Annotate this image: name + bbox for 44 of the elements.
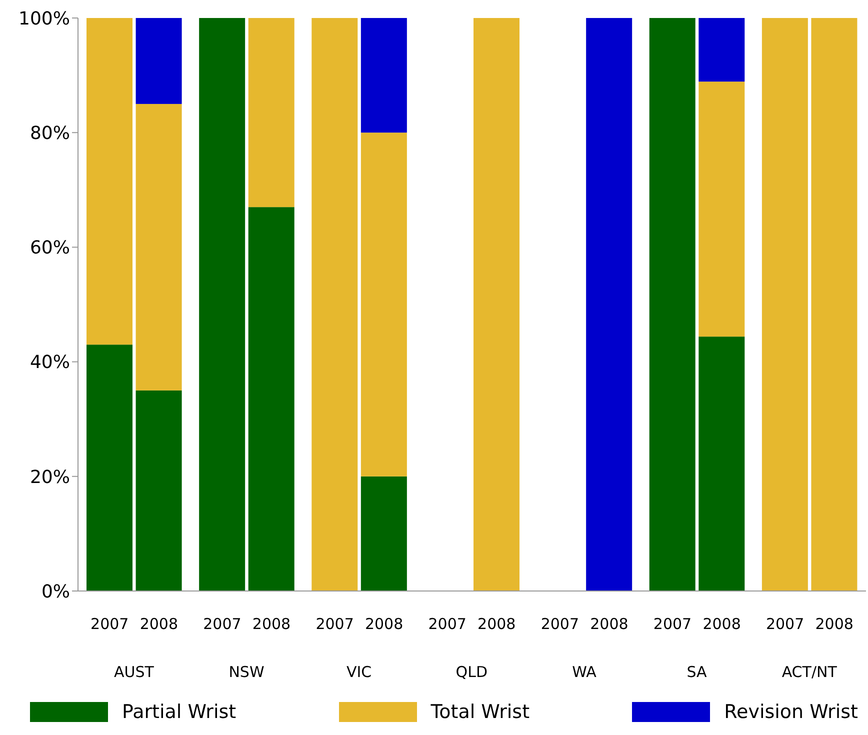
- bar: [586, 18, 632, 591]
- y-tick-label: 0%: [41, 581, 70, 602]
- bar: [136, 18, 182, 104]
- bar: [248, 207, 294, 591]
- y-tick-label: 40%: [30, 352, 70, 374]
- x-tick-label: 2008: [478, 615, 516, 633]
- y-tick-label: 60%: [30, 238, 70, 259]
- bar: [136, 390, 182, 591]
- x-tick-label: 2007: [428, 615, 466, 633]
- x-tick-label: 2008: [140, 615, 178, 633]
- x-tick-label: 2008: [252, 615, 291, 633]
- x-tick-label: 2007: [316, 615, 354, 633]
- bar: [698, 18, 745, 82]
- bar: [811, 18, 858, 591]
- x-tick-label: 2007: [653, 615, 692, 633]
- legend-label: Revision Wrist: [724, 701, 858, 723]
- x-tick-label: 2008: [815, 615, 854, 633]
- bar: [136, 104, 182, 390]
- bar: [248, 18, 294, 208]
- x-tick-label: 2008: [702, 615, 741, 633]
- y-tick-label: 100%: [18, 8, 70, 30]
- bar: [474, 18, 520, 591]
- x-tick-label: 2007: [203, 615, 242, 633]
- text: ACT/NT: [782, 663, 838, 681]
- bar: [698, 336, 745, 591]
- bar: [360, 132, 407, 476]
- text: QLD: [456, 663, 488, 681]
- x-tick-label: 2007: [766, 615, 804, 633]
- y-tick-label: 20%: [30, 466, 70, 488]
- text: VIC: [346, 663, 372, 681]
- text: SA: [686, 663, 708, 681]
- bar: [698, 82, 745, 337]
- y-tick-label: 80%: [30, 122, 70, 144]
- x-tick-label: 2008: [590, 615, 628, 633]
- text: AUST: [114, 663, 155, 681]
- text: NSW: [228, 663, 264, 681]
- bar: [360, 18, 407, 133]
- legend-label: Total Wrist: [430, 701, 530, 723]
- x-tick-label: 2007: [90, 615, 129, 633]
- bar: [360, 476, 407, 591]
- x-tick-label: 2007: [540, 615, 580, 633]
- legend-label: Partial Wrist: [122, 701, 236, 723]
- text: WA: [572, 663, 598, 681]
- x-tick-label: 2008: [364, 615, 404, 633]
